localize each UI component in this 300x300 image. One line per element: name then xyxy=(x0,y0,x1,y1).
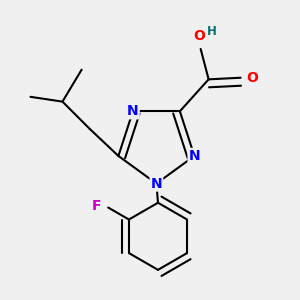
Text: O: O xyxy=(193,29,205,43)
Text: N: N xyxy=(189,149,200,163)
Text: H: H xyxy=(207,25,217,38)
Text: O: O xyxy=(246,71,258,85)
Text: N: N xyxy=(151,177,162,190)
Text: F: F xyxy=(92,199,102,213)
Text: N: N xyxy=(127,104,139,118)
